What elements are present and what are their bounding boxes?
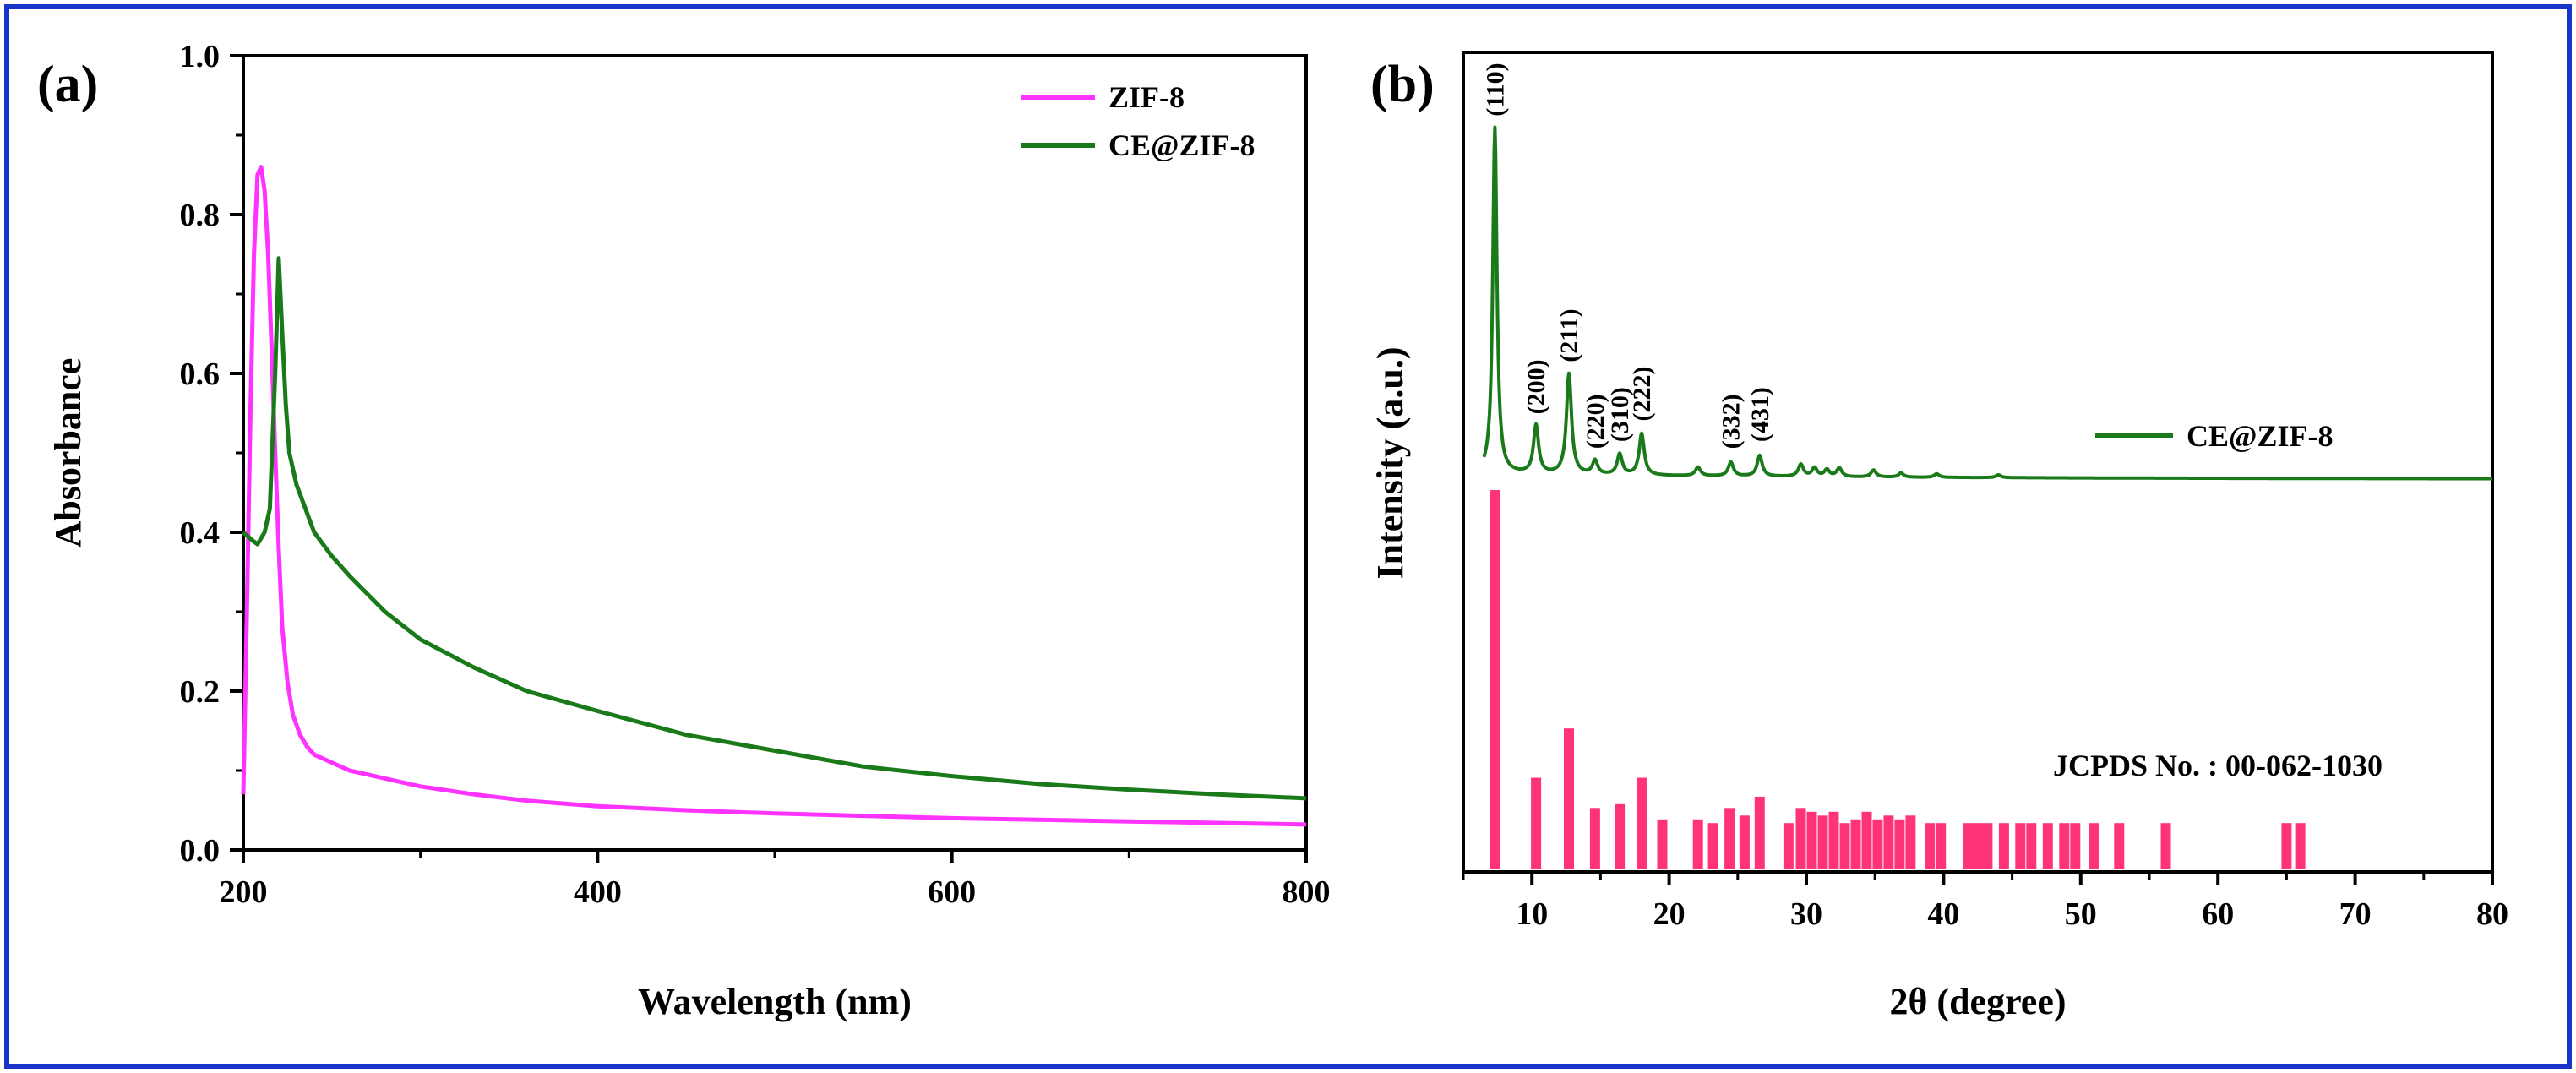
reference-stick bbox=[1839, 823, 1850, 869]
legend-label-ce-zif8-b: CE@ZIF-8 bbox=[2187, 419, 2334, 453]
reference-stick bbox=[1905, 815, 1916, 869]
reference-stick bbox=[1998, 823, 2009, 869]
reference-stick bbox=[1894, 819, 1905, 869]
reference-stick bbox=[2015, 823, 2026, 869]
peak-label: (431) bbox=[1746, 387, 1774, 442]
a-y-tick-label: 0.0 bbox=[180, 833, 221, 869]
a-x-tick-label: 800 bbox=[1283, 874, 1331, 910]
reference-stick bbox=[1872, 819, 1883, 869]
legend-label-zif8: ZIF-8 bbox=[1108, 80, 1185, 114]
b-x-tick-label: 40 bbox=[1927, 896, 1959, 932]
reference-stick bbox=[2114, 823, 2125, 869]
reference-stick bbox=[2042, 823, 2053, 869]
reference-stick bbox=[1963, 823, 1974, 869]
reference-stick bbox=[1739, 815, 1750, 869]
b-x-tick-label: 80 bbox=[2476, 896, 2508, 932]
reference-stick bbox=[1531, 777, 1542, 869]
panel-b-xrd-pattern bbox=[1482, 125, 2494, 481]
a-y-tick-label: 1.0 bbox=[180, 39, 221, 74]
reference-stick bbox=[1982, 823, 1993, 869]
reference-stick bbox=[1657, 819, 1668, 869]
a-y-tick-label: 0.8 bbox=[180, 198, 221, 233]
a-y-tick-label: 0.2 bbox=[180, 674, 221, 710]
peak-label: (310) bbox=[1606, 387, 1634, 442]
reference-stick bbox=[2059, 823, 2070, 869]
reference-stick bbox=[1692, 819, 1703, 869]
a-x-tick-label: 200 bbox=[220, 874, 268, 910]
peak-label: (332) bbox=[1718, 394, 1745, 449]
reference-stick bbox=[1883, 815, 1894, 869]
outer-frame bbox=[4, 4, 2572, 1069]
b-x-tick-label: 60 bbox=[2202, 896, 2234, 932]
reference-stick bbox=[1564, 728, 1574, 869]
reference-stick bbox=[1589, 808, 1600, 869]
reference-stick bbox=[1783, 823, 1794, 869]
b-x-tick-label: 30 bbox=[1790, 896, 1822, 932]
panel-a-axis-ticks: 200 400 600 800 0.0 0.2 0.4 0.6 0.8 1.0 bbox=[180, 39, 1331, 910]
panel-a-xlabel: Wavelength (nm) bbox=[638, 981, 912, 1022]
reference-stick bbox=[1637, 777, 1647, 869]
peak-label: (211) bbox=[1555, 308, 1583, 362]
panel-b-peak-labels: (110) (200)(211) (220)(310)(222) (332) (431) bbox=[1481, 63, 1773, 449]
panel-b-label: (b) bbox=[1370, 56, 1435, 113]
panel-a-plot-frame bbox=[242, 54, 1308, 852]
panel-b-axis-ticks: 10 20 30 40 50 60 70 80 bbox=[1462, 872, 2508, 932]
reference-stick bbox=[2089, 823, 2099, 869]
panel-a-label: (a) bbox=[37, 56, 98, 113]
reference-stick bbox=[1806, 811, 1817, 869]
reference-stick bbox=[1925, 823, 1936, 869]
reference-stick bbox=[2281, 823, 2292, 869]
reference-stick bbox=[1795, 808, 1806, 869]
reference-stick bbox=[1861, 811, 1872, 869]
reference-stick bbox=[1850, 819, 1861, 869]
peak-label: (220) bbox=[1582, 394, 1609, 449]
panel-a: (a) 200 400 600 800 0.0 0.2 0.4 0.6 0.8 1.0 ZIF-8… bbox=[37, 39, 1331, 1022]
reference-stick bbox=[1828, 811, 1839, 869]
panel-a-series bbox=[241, 165, 1307, 827]
peak-label: (110) bbox=[1481, 63, 1509, 116]
b-x-tick-label: 70 bbox=[2339, 896, 2372, 932]
reference-stick bbox=[1724, 808, 1735, 869]
reference-stick bbox=[1754, 796, 1765, 869]
reference-stick bbox=[2070, 823, 2081, 869]
a-y-tick-label: 0.4 bbox=[180, 515, 221, 551]
series-line-ce-zif8-xrd bbox=[1482, 125, 2494, 481]
a-x-tick-label: 600 bbox=[928, 874, 976, 910]
a-y-tick-label: 0.6 bbox=[180, 357, 221, 392]
reference-stick bbox=[2026, 823, 2037, 869]
series-line-zif8 bbox=[241, 165, 1307, 827]
panel-a-legend: ZIF-8 CE@ZIF-8 bbox=[1021, 80, 1255, 162]
panel-b-xlabel: 2θ (degree) bbox=[1889, 981, 2066, 1022]
reference-stick bbox=[1490, 490, 1500, 869]
reference-stick bbox=[1707, 823, 1718, 869]
a-x-tick-label: 400 bbox=[574, 874, 622, 910]
panel-a-ylabel: Absorbance bbox=[47, 358, 89, 548]
panel-b-reference-sticks bbox=[1490, 490, 2306, 869]
panel-b: (b) 10 20 30 40 50 60 70 80 (110) (200)(211) (220… bbox=[1370, 51, 2508, 1022]
reference-stick bbox=[1615, 803, 1626, 869]
reference-stick bbox=[2160, 823, 2171, 869]
b-x-tick-label: 20 bbox=[1653, 896, 1686, 932]
series-line-ce-zif8 bbox=[242, 256, 1307, 801]
reference-stick bbox=[2295, 823, 2306, 869]
reference-stick bbox=[1817, 815, 1828, 869]
panel-b-legend: CE@ZIF-8 bbox=[2095, 419, 2334, 453]
b-x-tick-label: 10 bbox=[1516, 896, 1548, 932]
peak-label: (200) bbox=[1522, 359, 1550, 414]
reference-stick bbox=[1973, 823, 1983, 869]
b-x-tick-label: 50 bbox=[2065, 896, 2097, 932]
peak-label: (222) bbox=[1628, 366, 1656, 421]
panel-b-ylabel: Intensity (a.u.) bbox=[1370, 346, 1411, 579]
legend-label-ce-zif8: CE@ZIF-8 bbox=[1108, 128, 1255, 162]
reference-stick bbox=[1936, 823, 1947, 869]
panel-b-plot-frame bbox=[1462, 51, 2494, 874]
reference-label: JCPDS No. : 00-062-1030 bbox=[2053, 749, 2383, 782]
